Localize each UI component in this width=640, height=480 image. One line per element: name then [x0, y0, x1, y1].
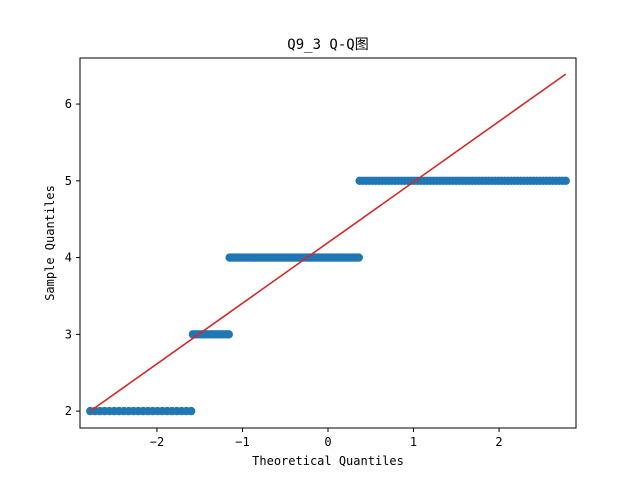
data-point — [354, 253, 363, 262]
x-tick-label: 2 — [495, 435, 502, 449]
y-tick-label: 5 — [65, 174, 72, 188]
data-point — [224, 330, 233, 339]
x-tick-label: −1 — [235, 435, 249, 449]
data-point — [561, 176, 570, 186]
x-axis: −2 −1 0 1 2 — [150, 428, 503, 449]
x-tick-label: 1 — [410, 435, 417, 449]
x-tick-label: 0 — [324, 435, 331, 449]
y-tick-label: 4 — [65, 251, 72, 265]
x-tick-label: −2 — [150, 435, 164, 449]
y-tick-label: 6 — [65, 97, 72, 111]
points-layer — [86, 176, 570, 416]
chart-title: Q9_3 Q-Q图 — [287, 37, 368, 53]
y-axis: 2 3 4 5 6 — [65, 97, 80, 418]
reference-line — [89, 73, 567, 412]
x-axis-label: Theoretical Quantiles — [252, 454, 404, 468]
data-point — [186, 406, 196, 416]
y-axis-label: Sample Quantiles — [43, 185, 57, 301]
y-tick-label: 3 — [65, 327, 72, 341]
y-tick-label: 2 — [65, 404, 72, 418]
reference-line-layer — [89, 73, 567, 412]
